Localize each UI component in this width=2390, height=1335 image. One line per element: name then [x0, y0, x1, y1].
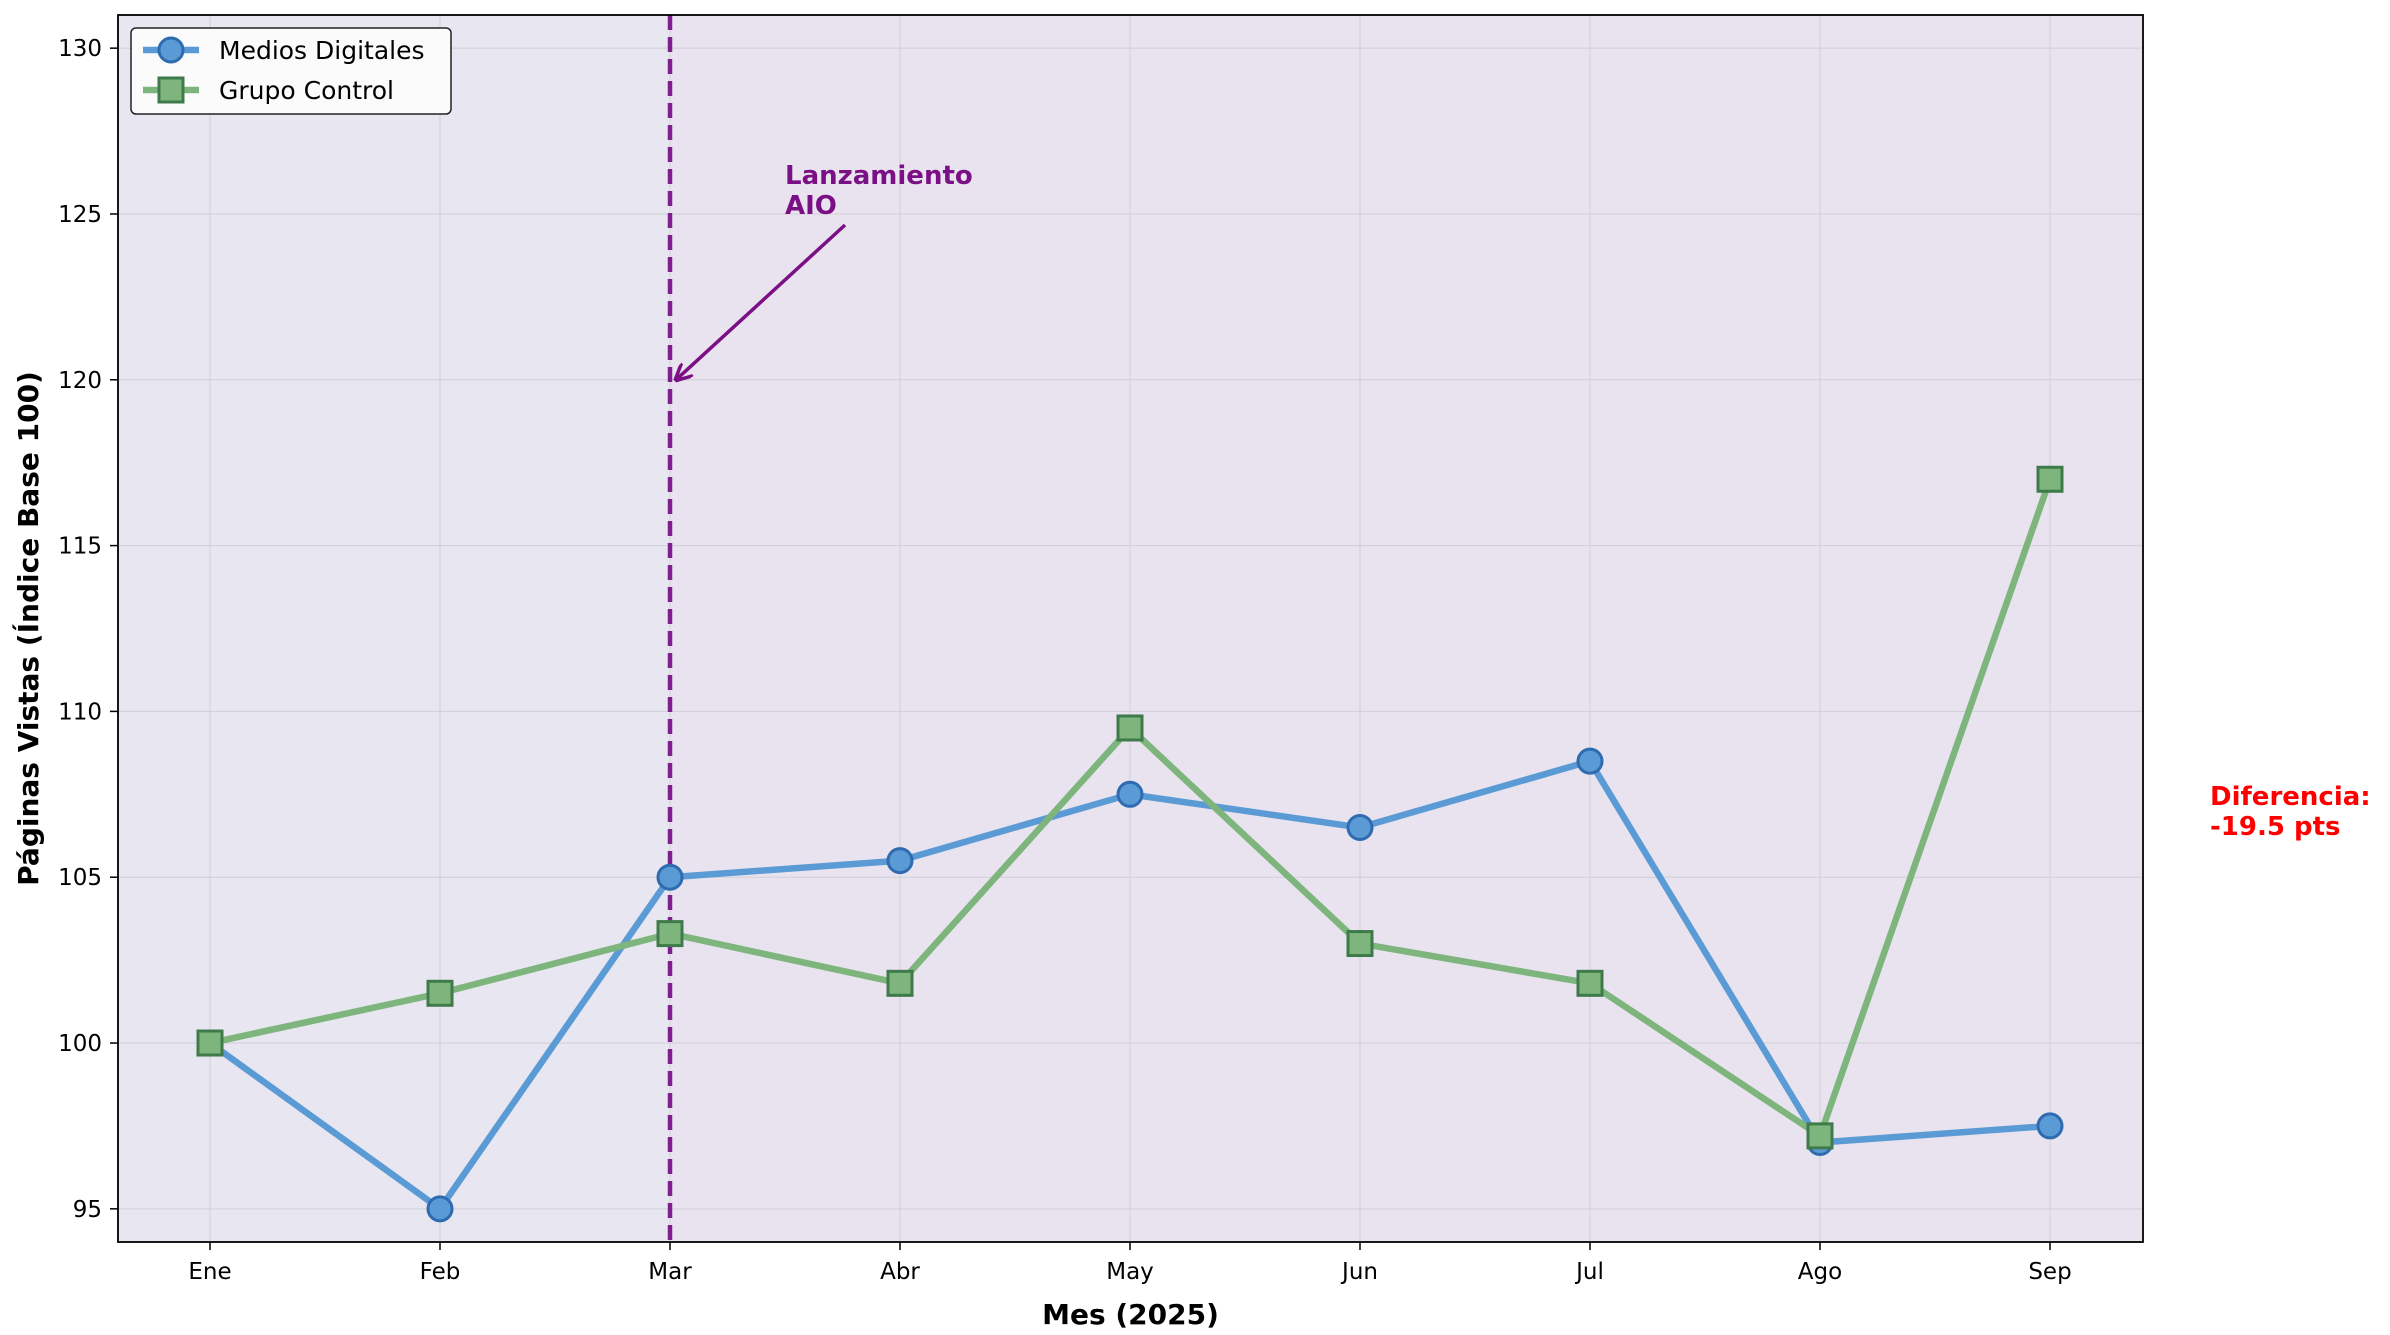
x-tick-label: Ene: [188, 1259, 231, 1285]
data-point: [1806, 1122, 1834, 1150]
data-point: [426, 979, 454, 1007]
x-tick-label: May: [1106, 1259, 1154, 1285]
x-tick-label: Ago: [1798, 1259, 1842, 1285]
data-point: [1576, 747, 1604, 775]
y-tick-label: 100: [58, 1031, 102, 1057]
x-tick-label: Jun: [1340, 1259, 1378, 1285]
legend-item: Grupo Control: [143, 76, 394, 105]
legend-box: [130, 27, 452, 115]
data-point: [1576, 969, 1604, 997]
legend-item: Medios Digitales: [143, 36, 425, 65]
y-tick-label: 125: [58, 202, 102, 228]
x-tick-label: Sep: [2028, 1259, 2071, 1285]
y-tick-label: 95: [73, 1197, 102, 1223]
difference-note-line: Diferencia:: [2210, 782, 2371, 812]
legend-label: Grupo Control: [219, 76, 394, 105]
data-point: [1116, 780, 1144, 808]
y-tick-label: 120: [58, 368, 102, 394]
plot-background-pre: [118, 15, 670, 1242]
y-tick-label: 115: [58, 534, 102, 560]
y-tick-label: 130: [58, 36, 102, 62]
x-tick-label: Abr: [880, 1259, 920, 1285]
data-point: [1346, 930, 1374, 958]
legend-marker: [157, 36, 185, 64]
data-point: [656, 920, 684, 948]
x-tick-label: Mar: [648, 1259, 692, 1285]
legend-marker: [157, 76, 185, 104]
event-label-line: AIO: [785, 191, 837, 221]
data-point: [426, 1195, 454, 1223]
x-tick-label: Jul: [1574, 1259, 1604, 1285]
plot-background-post: [670, 15, 2143, 1242]
difference-note-line: -19.5 pts: [2210, 812, 2341, 842]
y-tick-label: 105: [58, 865, 102, 891]
series-grupo-control: [196, 465, 2064, 1150]
data-point: [886, 847, 914, 875]
data-point: [656, 863, 684, 891]
data-point: [1116, 714, 1144, 742]
data-point: [2036, 465, 2064, 493]
legend-label: Medios Digitales: [219, 36, 425, 65]
x-axis-title: Mes (2025): [1042, 1298, 1219, 1331]
y-axis-title: Páginas Vistas (Índice Base 100): [11, 371, 45, 886]
data-point: [2036, 1112, 2064, 1140]
event-label-line: Lanzamiento: [785, 161, 973, 191]
data-point: [196, 1029, 224, 1057]
event-arrow: [676, 223, 847, 380]
y-tick-label: 110: [58, 699, 102, 725]
data-point: [886, 969, 914, 997]
x-tick-label: Feb: [420, 1259, 461, 1285]
data-point: [1346, 813, 1374, 841]
